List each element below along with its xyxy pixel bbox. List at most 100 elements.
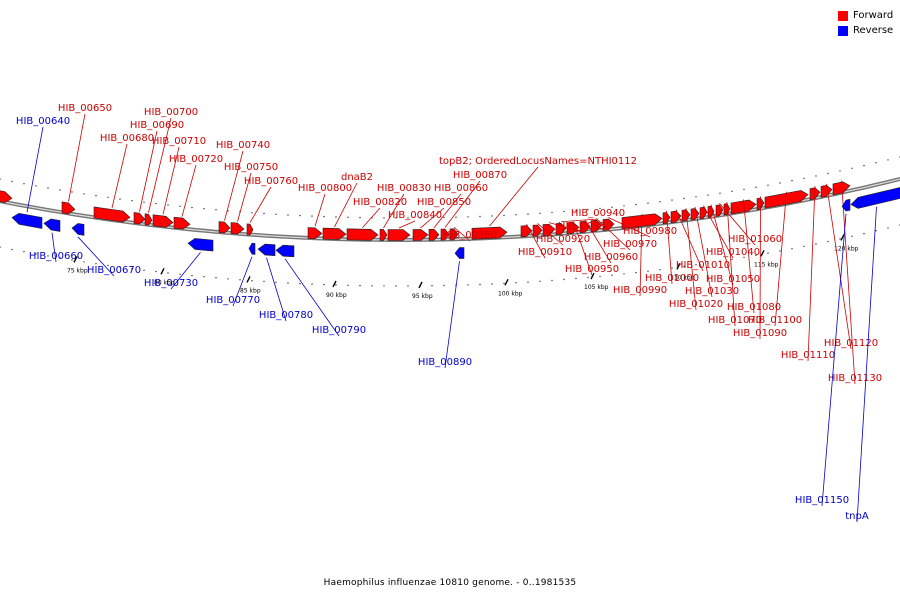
legend-forward-label: Forward	[853, 10, 894, 21]
gene-hib_01080[interactable]	[730, 199, 757, 215]
scale-dot	[59, 257, 61, 259]
upper-dot	[779, 182, 781, 184]
gene-hib_00860[interactable]	[428, 228, 440, 241]
scale-dot	[767, 252, 769, 254]
gene-hib_00740[interactable]	[218, 221, 231, 234]
gene-label-hib-00710: HIB_00710	[152, 136, 206, 215]
gene-hib_00820[interactable]	[346, 228, 379, 241]
gene-label-hib-00640: HIB_00640	[16, 116, 70, 213]
svg-text:HIB_01120: HIB_01120	[824, 338, 878, 349]
scale-dot	[575, 277, 577, 280]
svg-text:HIB_00740: HIB_00740	[216, 140, 270, 151]
upper-dot	[587, 208, 589, 211]
upper-dot	[767, 184, 769, 186]
gene-hib_00790[interactable]	[275, 244, 295, 258]
scale-dot	[803, 245, 805, 248]
gene-hib_00800[interactable]	[307, 227, 323, 240]
gene-label-hib-01030: HIB_01030	[685, 206, 739, 298]
gene-hib_00690[interactable]	[133, 212, 146, 225]
upper-dots	[0, 156, 900, 219]
scale-tick	[676, 263, 681, 270]
svg-text:HIB_01050: HIB_01050	[706, 274, 760, 285]
gene-hib_01010[interactable]	[670, 210, 682, 224]
gene-hib_00710[interactable]	[152, 214, 174, 228]
upper-dot	[395, 217, 397, 219]
gene-hib_00660[interactable]	[43, 218, 61, 232]
scale-dot	[227, 278, 229, 280]
gene-label-hib-00660: HIB_00660	[29, 232, 83, 263]
upper-dot	[731, 190, 733, 192]
scale-dot	[695, 264, 697, 266]
gene-hib_00890[interactable]	[454, 247, 465, 259]
gene-hib_00780[interactable]	[257, 243, 276, 257]
scale-dot	[527, 281, 529, 283]
gene-hib_01060[interactable]	[715, 204, 724, 217]
upper-dot	[611, 206, 613, 208]
gene-hib_01020[interactable]	[681, 209, 691, 222]
scale-dot	[659, 269, 661, 271]
scale-dot	[719, 260, 721, 262]
scale-dot	[755, 254, 757, 256]
upper-dot	[11, 180, 13, 183]
gene-hib_00870[interactable]	[440, 228, 450, 241]
gene-hib_01070[interactable]	[723, 203, 731, 216]
upper-dot	[167, 204, 169, 206]
gene-label-hib-00800: HIB_00800	[298, 183, 352, 227]
scale-dot	[287, 282, 289, 284]
reverse-genes	[11, 187, 900, 259]
gene-hib_00840[interactable]	[387, 229, 411, 241]
gene-hib_00750[interactable]	[230, 222, 245, 235]
svg-text:HIB_00660: HIB_00660	[29, 251, 83, 262]
gene-hib_00730[interactable]	[187, 238, 214, 252]
gene-hib_00720[interactable]	[173, 216, 191, 230]
gene-hib_01120[interactable]	[820, 184, 833, 198]
upper-dot	[719, 192, 721, 194]
gene-hib_00700[interactable]	[144, 213, 153, 226]
upper-dot	[263, 212, 265, 215]
scale-dot	[443, 284, 445, 287]
gene-hib_00640[interactable]	[11, 212, 43, 229]
scale-dot	[791, 248, 793, 250]
scale-tick	[418, 281, 423, 289]
upper-dot	[503, 214, 505, 217]
svg-text:HIB_01150: HIB_01150	[795, 495, 849, 506]
upper-dot	[839, 170, 841, 172]
scale-dot	[779, 250, 781, 252]
svg-text:HIB_01090: HIB_01090	[733, 328, 787, 339]
gene-hib_00830[interactable]	[379, 229, 388, 241]
scale-dot	[107, 264, 109, 267]
svg-text:HIB_00680: HIB_00680	[100, 133, 154, 144]
gene-hib_00650[interactable]	[61, 201, 76, 215]
gene-dnab2[interactable]	[322, 227, 347, 240]
gene-label-hib-00940: HIB_00940	[560, 208, 625, 223]
gene-hib_01040[interactable]	[699, 206, 708, 220]
gene-hib_01150[interactable]	[841, 198, 851, 212]
gene-tnpa[interactable]	[850, 187, 900, 209]
scale-dot	[431, 285, 433, 287]
gene-hib_00920[interactable]	[532, 224, 543, 237]
scale-dot	[359, 284, 361, 287]
scale-dot	[131, 268, 133, 270]
gene-label-hib-00930: HIB_00930	[548, 221, 612, 233]
gene-label-hib-00950: HIB_00950	[565, 220, 619, 276]
gene-label-hib-00700: HIB_00700	[144, 107, 198, 213]
svg-text:HIB_00980: HIB_00980	[623, 226, 677, 237]
gene-hib_01000[interactable]	[662, 212, 671, 225]
gene-hib_00760[interactable]	[246, 223, 254, 236]
gene-hib_00770[interactable]	[248, 242, 256, 255]
gene-label-hib-00860: HIB_00860	[433, 183, 488, 228]
svg-text:HIB_00720: HIB_00720	[169, 154, 223, 165]
forward-genes	[0, 181, 851, 241]
gene-topb2[interactable]	[471, 226, 508, 240]
gene-label-hib-00820: HIB_00820	[353, 197, 407, 228]
gene-hib_00880[interactable]	[449, 228, 459, 241]
scale-dot	[863, 232, 865, 235]
gene-hib_00930[interactable]	[542, 223, 556, 236]
gene-hib_00850[interactable]	[412, 229, 429, 241]
gene-edge-left[interactable]	[0, 190, 13, 203]
gene-hib_00680[interactable]	[93, 206, 131, 223]
gene-hib_00670[interactable]	[71, 223, 85, 236]
svg-text:HIB_00700: HIB_00700	[144, 107, 198, 118]
gene-hib_01100[interactable]	[764, 190, 809, 209]
